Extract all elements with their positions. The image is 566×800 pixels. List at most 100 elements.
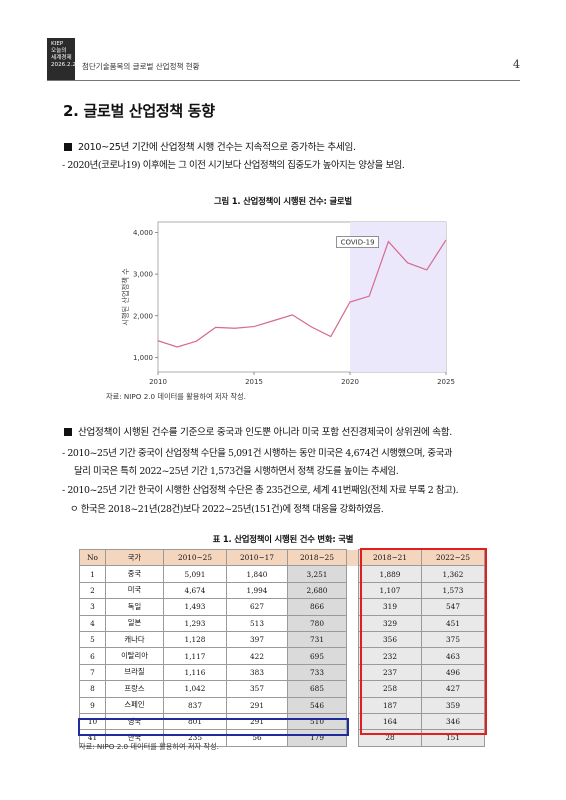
bullet-paragraph: 2010~25년 기간에 산업정책 시행 건수는 지속적으로 증가하는 추세임. bbox=[64, 139, 356, 153]
table-header-row: No 국가 2010~25 2010~17 2018~25 2018~21 2022~25 bbox=[79, 548, 485, 567]
column-gap bbox=[346, 631, 359, 648]
bullet-paragraph: 산업정책이 시행된 건수를 기준으로 중국과 인도뿐 아니라 미국 포함 선진경… bbox=[64, 424, 452, 438]
figure-title: 그림 1. 산업정책이 시행된 건수: 글로벌 bbox=[214, 196, 352, 206]
header-divider bbox=[47, 80, 520, 81]
column-gap bbox=[346, 729, 359, 747]
badge-line: 오늘의 bbox=[51, 48, 67, 54]
table-header-cell: 2018~25 bbox=[287, 548, 347, 567]
badge-line: KIEP bbox=[51, 41, 64, 47]
table-cell: 422 bbox=[226, 647, 288, 665]
korea-row-highlight bbox=[78, 718, 349, 736]
bullet-text: 산업정책이 시행된 건수를 기준으로 중국과 인도뿐 아니라 미국 포함 선진경… bbox=[78, 427, 453, 438]
y-tick-label: 3,000 bbox=[133, 271, 153, 279]
circle-paragraph: ㅇ 한국은 2018~21년(28건)보다 2022~25년(151건)에 정책… bbox=[70, 504, 384, 515]
bullet-text: 2010~25년 기간에 산업정책 시행 건수는 지속적으로 증가하는 추세임. bbox=[78, 142, 356, 153]
table-cell: 451 bbox=[421, 614, 485, 632]
table-cell: 이탈리아 bbox=[105, 647, 164, 665]
table-cell: 1,293 bbox=[163, 614, 227, 632]
table-cell: 329 bbox=[358, 614, 422, 632]
covid-label: COVID-19 bbox=[341, 239, 375, 247]
table-cell: 2 bbox=[79, 581, 106, 600]
table-cell: 9 bbox=[79, 696, 106, 714]
y-tick-label: 4,000 bbox=[133, 229, 153, 237]
table-cell: 7 bbox=[79, 663, 106, 682]
dash-paragraph: - 2010~25년 기간 한국이 시행한 산업정책 수단은 총 235건으로,… bbox=[62, 485, 459, 496]
table-cell: 3,251 bbox=[287, 565, 347, 583]
table-cell: 733 bbox=[287, 663, 347, 682]
dash-paragraph: - 2010~25년 기간 중국이 산업정책 수단을 5,091건 시행하는 동… bbox=[62, 448, 453, 459]
table-cell: 837 bbox=[163, 696, 227, 714]
column-gap bbox=[346, 615, 359, 632]
table-cell: 731 bbox=[287, 630, 347, 649]
table-cell: 1,042 bbox=[163, 680, 227, 698]
table-cell: 1,840 bbox=[226, 565, 288, 583]
badge-line: 세계경제 bbox=[51, 55, 72, 61]
square-bullet-icon bbox=[64, 143, 72, 151]
table-header-cell: No bbox=[79, 548, 106, 567]
table-cell: 357 bbox=[226, 680, 288, 698]
table-cell: 중국 bbox=[105, 565, 164, 583]
table-cell: 독일 bbox=[105, 598, 164, 616]
table-cell: 1,493 bbox=[163, 598, 227, 616]
table-cell: 2,680 bbox=[287, 581, 347, 600]
table-cell: 1,117 bbox=[163, 647, 227, 665]
column-gap bbox=[346, 680, 359, 698]
table-cell: 513 bbox=[226, 614, 288, 632]
table-cell: 캐나다 bbox=[105, 630, 164, 649]
table-cell: 1,128 bbox=[163, 630, 227, 649]
country-table: No 국가 2010~25 2010~17 2018~25 2018~21 2022~25 1… bbox=[79, 548, 485, 747]
square-bullet-icon bbox=[64, 428, 72, 436]
table-row: 4 일본 1,293 513 780 329 451 bbox=[79, 614, 485, 632]
series-line bbox=[157, 239, 447, 348]
table-cell: 일본 bbox=[105, 614, 164, 632]
table-cell: 4,674 bbox=[163, 581, 227, 600]
table-cell: 164 bbox=[358, 712, 422, 731]
table-cell: 1,994 bbox=[226, 581, 288, 600]
table-cell: 1,362 bbox=[421, 565, 485, 583]
table-row: 8 프랑스 1,042 357 685 258 427 bbox=[79, 680, 485, 698]
column-gap bbox=[346, 647, 359, 665]
table-cell: 1 bbox=[79, 565, 106, 583]
x-tick-label: 2025 bbox=[437, 378, 455, 386]
table-cell: 187 bbox=[358, 696, 422, 714]
table-cell: 미국 bbox=[105, 581, 164, 600]
table-cell: 프랑스 bbox=[105, 680, 164, 698]
table-cell: 685 bbox=[287, 680, 347, 698]
column-gap bbox=[346, 598, 359, 616]
table-cell: 346 bbox=[421, 712, 485, 731]
page-number: 4 bbox=[513, 58, 520, 71]
running-title: 첨단기술품목의 글로벌 산업정책 현황 bbox=[82, 62, 200, 71]
table-cell: 496 bbox=[421, 663, 485, 682]
table-source: 자료: NIPO 2.0 데이터를 활용하여 저자 작성. bbox=[79, 742, 219, 751]
dash-paragraph-cont: 달리 미국은 특히 2022~25년 기간 1,573건을 시행하면서 정책 강… bbox=[74, 466, 399, 477]
table-cell: 627 bbox=[226, 598, 288, 616]
table-cell: 546 bbox=[287, 696, 347, 714]
table-cell: 695 bbox=[287, 647, 347, 665]
table-header-cell: 국가 bbox=[105, 548, 164, 567]
table-cell: 780 bbox=[287, 614, 347, 632]
recent-period-highlight bbox=[360, 548, 487, 735]
table-cell: 463 bbox=[421, 647, 485, 665]
table-row: 1 중국 5,091 1,840 3,251 1,889 1,362 bbox=[79, 565, 485, 583]
table-cell: 브라질 bbox=[105, 663, 164, 682]
table-cell: 1,116 bbox=[163, 663, 227, 682]
x-tick-label: 2020 bbox=[341, 378, 359, 386]
column-gap bbox=[346, 664, 359, 681]
dash-paragraph: - 2020년(코로나19) 이후에는 그 이전 시기보다 산업정책의 집중도가… bbox=[62, 160, 405, 171]
column-gap bbox=[346, 582, 359, 599]
table-cell: 6 bbox=[79, 647, 106, 665]
figure-source: 자료: NIPO 2.0 데이터를 활용하여 저자 작성. bbox=[106, 392, 246, 401]
table-row: 3 독일 1,493 627 866 319 547 bbox=[79, 598, 485, 616]
table-cell: 383 bbox=[226, 663, 288, 682]
table-cell: 291 bbox=[226, 696, 288, 714]
table-cell: 5 bbox=[79, 630, 106, 649]
column-gap bbox=[346, 713, 359, 730]
column-gap bbox=[346, 549, 359, 566]
table-header-cell: 2010~25 bbox=[163, 548, 227, 567]
badge-line: 2026.2.24. bbox=[51, 62, 82, 68]
column-gap bbox=[346, 697, 359, 714]
table-cell: 4 bbox=[79, 614, 106, 632]
table-cell: 3 bbox=[79, 598, 106, 616]
table-cell: 5,091 bbox=[163, 565, 227, 583]
table-cell: 1,107 bbox=[358, 581, 422, 600]
